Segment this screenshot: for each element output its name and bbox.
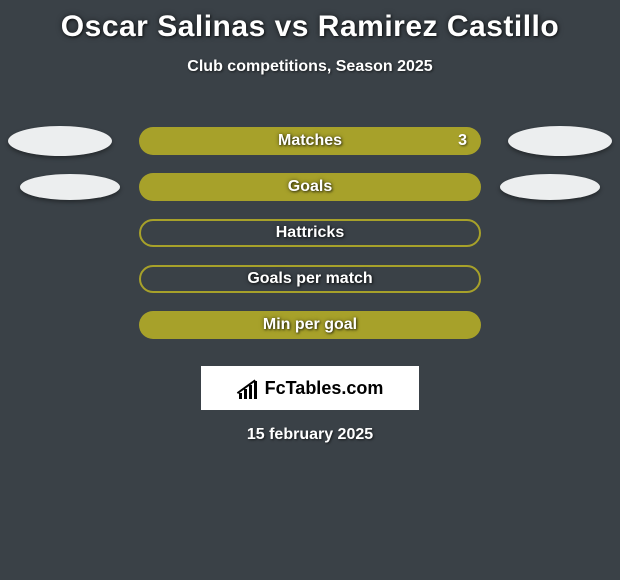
stat-row-matches: Matches3: [0, 118, 620, 164]
stat-bar: Hattricks: [139, 219, 481, 247]
player-right-avatar: [500, 174, 600, 200]
stat-bar: Min per goal: [139, 311, 481, 339]
brand-badge: FcTables.com: [201, 366, 419, 410]
page-title: Oscar Salinas vs Ramirez Castillo: [0, 0, 620, 44]
brand-text: FcTables.com: [265, 378, 384, 399]
footer-date: 15 february 2025: [0, 426, 620, 444]
player-left-avatar: [8, 126, 112, 156]
brand-chart-icon: [237, 377, 263, 399]
stat-row-goals-per-match: Goals per match: [0, 256, 620, 302]
stat-rows: Matches3 Goals Hattricks Goals per match Min…: [0, 118, 620, 348]
stat-bar: Matches3: [139, 127, 481, 155]
stat-row-goals: Goals: [0, 164, 620, 210]
player-left-avatar: [20, 174, 120, 200]
stat-bar: Goals: [139, 173, 481, 201]
stat-bar-fill: [139, 311, 481, 339]
stat-bar-fill: [139, 127, 481, 155]
player-right-avatar: [508, 126, 612, 156]
stat-bar-bg: [139, 219, 481, 247]
stat-bar-fill: [139, 173, 481, 201]
stat-row-min-per-goal: Min per goal: [0, 302, 620, 348]
stat-row-hattricks: Hattricks: [0, 210, 620, 256]
page-subtitle: Club competitions, Season 2025: [0, 58, 620, 76]
stat-bar-bg: [139, 265, 481, 293]
stat-bar: Goals per match: [139, 265, 481, 293]
comparison-infographic: Oscar Salinas vs Ramirez Castillo Club c…: [0, 0, 620, 580]
